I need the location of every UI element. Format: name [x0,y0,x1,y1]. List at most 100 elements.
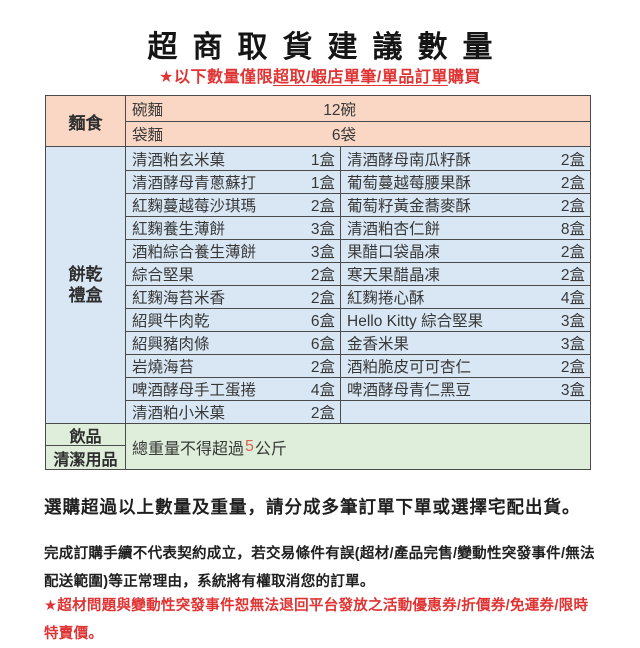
cell-left: 清酒粕小米菓 2盒 [126,401,341,423]
cell-right [341,401,590,423]
cell-left: 紹興牛肉乾 6盒 [126,309,341,331]
cell-left: 綜合堅果 2盒 [126,263,341,285]
item-qty: 2盒 [560,198,585,215]
category-label-noodles: 麵食 [46,96,126,146]
item-qty: 2盒 [560,359,585,376]
note-underlined-channels: 超取/蝦店單筆/單品訂單 [272,69,448,86]
item-qty: 6盒 [310,336,335,353]
section-cookie-giftbox: 餅乾禮盒 清酒粕玄米菓 1盒 清酒酵母南瓜籽酥 2盒 清酒酵母青蔥蘇打 1盒 葡萄蔓越… [46,146,590,423]
item-name: 岩燒海苔 [132,359,195,376]
table-row: 紅麴海苔米香 2盒 紅麴捲心酥 4盒 [126,285,590,308]
table-row: 啤酒酵母手工蛋捲 4盒 啤酒酵母青仁黑豆 3盒 [126,377,590,400]
item-name: 葡萄蔓越莓腰果酥 [347,175,472,192]
item-name: 寒天果醋晶凍 [347,267,441,284]
footer-instruction: 選購超過以上數量及重量，請分成多筆訂單下單或選擇宅配出貨。 [44,497,581,517]
cell-left: 酒粕綜合養生薄餅 3盒 [126,240,341,262]
item-qty: 6袋 [331,127,356,144]
item-name: 啤酒酵母手工蛋捲 [132,382,257,399]
item-qty: 3盒 [560,382,585,399]
item-qty: 2盒 [560,244,585,261]
item-qty: 2盒 [560,151,585,169]
cell-left: 紹興豬肉條 6盒 [126,332,341,354]
noodle-rows: 碗麵 12碗 袋麵 6袋 [126,96,590,146]
item-name: 果醋口袋晶凍 [347,244,441,261]
note-suffix: 購買 [447,69,481,86]
item-name: 清酒酵母南瓜籽酥 [347,151,472,169]
item-qty: 8盒 [560,221,585,238]
cell-right: 紅麴捲心酥 4盒 [341,286,590,308]
table-row: 碗麵 12碗 [126,96,590,121]
table-row: 紅麴養生薄餅 3盒 清酒粕杏仁餅 8盒 [126,216,590,239]
item-qty: 3盒 [560,336,585,353]
table-row: 清酒粕玄米菓 1盒 清酒酵母南瓜籽酥 2盒 [126,147,590,170]
section-drinks-cleaning: 飲品 清潔用品 總重量不得超過 5 公斤 [46,423,590,469]
item-qty: 3盒 [310,244,335,261]
cell-right: 清酒酵母南瓜籽酥 2盒 [341,147,590,170]
page-title: 超商取貨建議數量 [147,31,508,64]
table-row: 酒粕綜合養生薄餅 3盒 果醋口袋晶凍 2盒 [126,239,590,262]
item-name: 金香米果 [347,336,410,353]
weight-limit-value: 5 [245,437,254,455]
footer-disclaimer: 完成訂購手續不代表契約成立，若交易條件有誤(超材/產品完售/變動性突發事件/無法… [44,546,595,590]
item-name: 袋麵 [132,127,164,144]
table-row: 綜合堅果 2盒 寒天果醋晶凍 2盒 [126,262,590,285]
item-name: 紅麴養生薄餅 [132,221,226,238]
item-name: 葡萄籽黃金蕎麥酥 [347,198,472,215]
item-name: 清酒粕小米菓 [132,405,226,422]
cell-left: 啤酒酵母手工蛋捲 4盒 [126,378,341,400]
item-qty: 1盒 [310,175,335,192]
category-label-cleaning: 清潔用品 [46,445,125,469]
item-name: 紹興牛肉乾 [132,313,210,330]
category-stack: 飲品 清潔用品 [46,424,126,469]
table-row: 清酒酵母青蔥蘇打 1盒 葡萄蔓越莓腰果酥 2盒 [126,170,590,193]
item-qty: 3盒 [560,313,585,330]
cell-right: 啤酒酵母青仁黑豆 3盒 [341,378,590,400]
footer-red-warning: ★超材問題與變動性突發事件恕無法退回平台發放之活動優惠券/折價券/免運券/限時特… [44,598,589,642]
section-noodles: 麵食 碗麵 12碗 袋麵 6袋 [46,96,590,146]
category-label-text: 餅乾禮盒 [68,264,103,305]
cell-right: 金香米果 3盒 [341,332,590,354]
item-qty: 2盒 [310,267,335,284]
item-name: Hello Kitty 綜合堅果 [347,313,484,330]
category-label-drinks: 飲品 [69,428,102,446]
item-name: 紹興豬肉條 [132,336,210,353]
category-label-cookie-giftbox: 餅乾禮盒 [46,147,126,423]
item-qty: 12碗 [323,101,356,119]
cell-left: 清酒粕玄米菓 1盒 [126,147,341,170]
cell-right: 寒天果醋晶凍 2盒 [341,263,590,285]
item-qty: 4盒 [560,290,585,307]
item-name: 紅麴蔓越莓沙琪瑪 [132,198,257,215]
item-qty: 2盒 [310,198,335,215]
item-name: 酒粕脆皮可可杏仁 [347,359,472,376]
weight-note-suffix: 公斤 [254,440,287,458]
item-name: 清酒粕杏仁餅 [347,221,441,238]
note-star-prefix: ★以下數量僅限 [159,69,273,86]
table-row: 紅麴蔓越莓沙琪瑪 2盒 葡萄籽黃金蕎麥酥 2盒 [126,193,590,216]
cell-right: 果醋口袋晶凍 2盒 [341,240,590,262]
cell-left: 紅麴蔓越莓沙琪瑪 2盒 [126,194,341,216]
cell-right: 葡萄蔓越莓腰果酥 2盒 [341,171,590,193]
item-qty: 2盒 [310,290,335,307]
pickup-quantity-table: 麵食 碗麵 12碗 袋麵 6袋 餅乾禮盒 清酒粕玄米菓 1盒 清酒酵母南 [45,95,591,470]
table-row: 岩燒海苔 2盒 酒粕脆皮可可杏仁 2盒 [126,354,590,377]
cell-left: 清酒酵母青蔥蘇打 1盒 [126,171,341,193]
cell-left: 紅麴養生薄餅 3盒 [126,217,341,239]
cookie-rows: 清酒粕玄米菓 1盒 清酒酵母南瓜籽酥 2盒 清酒酵母青蔥蘇打 1盒 葡萄蔓越莓腰果酥 2… [126,147,590,423]
cell-right: Hello Kitty 綜合堅果 3盒 [341,309,590,331]
weight-limit-note: 總重量不得超過 5 公斤 [126,424,590,469]
cell-right: 葡萄籽黃金蕎麥酥 2盒 [341,194,590,216]
item-name: 綜合堅果 [132,267,195,284]
item-qty: 1盒 [310,151,335,169]
item-name: 清酒粕玄米菓 [132,151,226,169]
item-name: 酒粕綜合養生薄餅 [132,244,257,261]
item-qty: 2盒 [310,359,335,376]
item-qty: 3盒 [310,221,335,238]
item-qty: 6盒 [310,313,335,330]
weight-note-prefix: 總重量不得超過 [132,440,245,458]
item-qty: 2盒 [560,175,585,192]
item-name: 紅麴捲心酥 [347,290,425,307]
table-row: 紹興牛肉乾 6盒 Hello Kitty 綜合堅果 3盒 [126,308,590,331]
cell-right: 酒粕脆皮可可杏仁 2盒 [341,355,590,377]
item-qty: 2盒 [560,267,585,284]
